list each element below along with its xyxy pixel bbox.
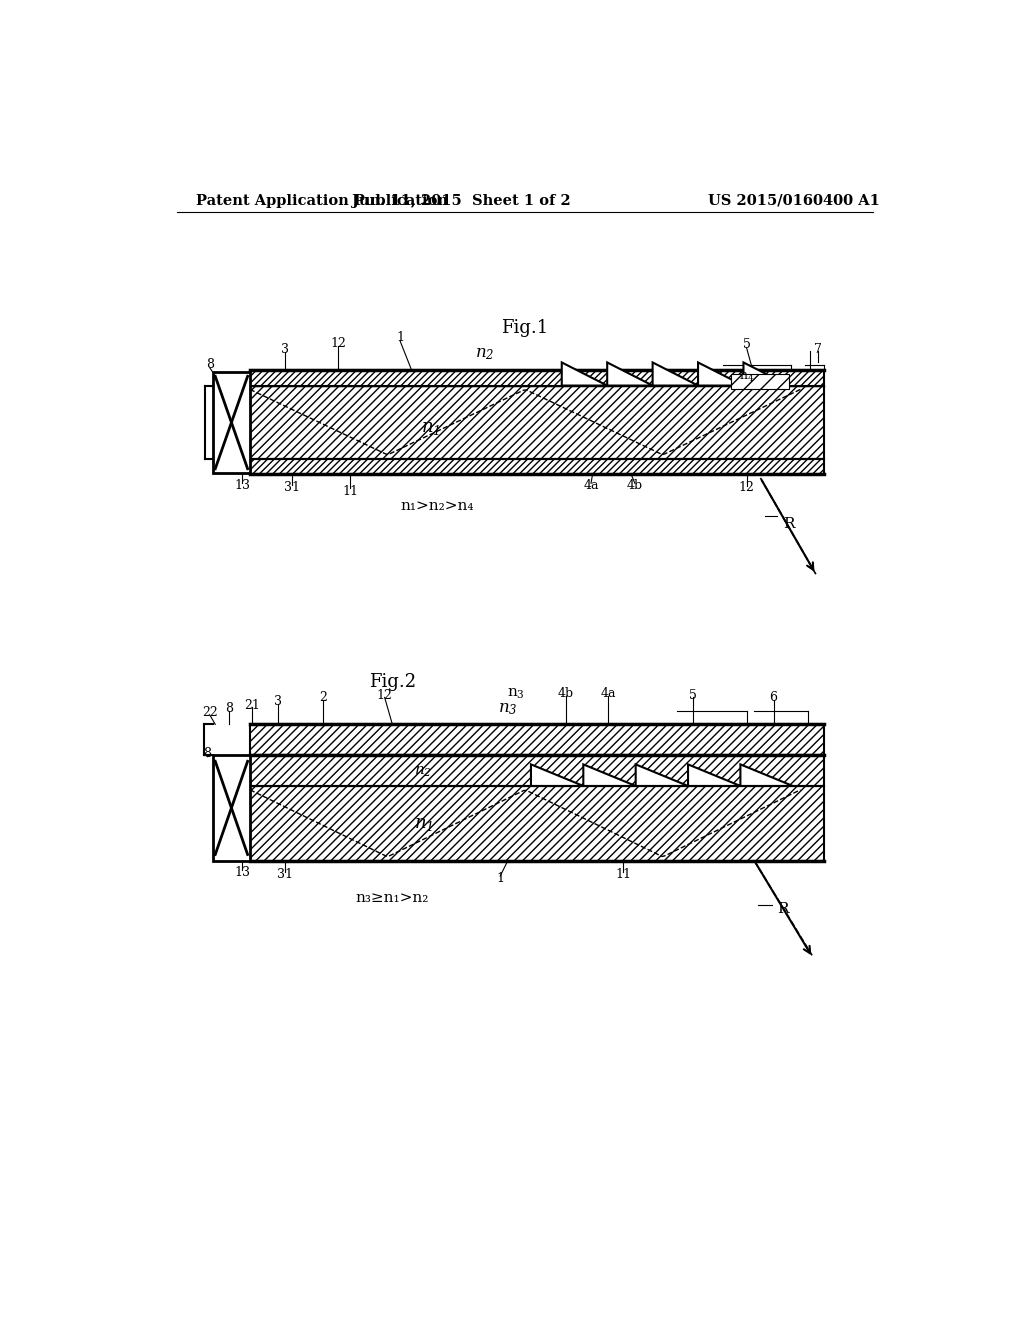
Text: 5: 5: [742, 338, 751, 351]
Text: $\mathregular{n_3}$: $\mathregular{n_3}$: [498, 701, 518, 718]
Polygon shape: [607, 363, 652, 385]
Text: Jun. 11, 2015  Sheet 1 of 2: Jun. 11, 2015 Sheet 1 of 2: [352, 194, 571, 207]
Text: 6: 6: [769, 690, 777, 704]
Text: 7: 7: [814, 343, 822, 356]
Text: 3: 3: [281, 343, 289, 356]
Text: 31: 31: [276, 869, 293, 880]
Text: 2: 2: [319, 690, 327, 704]
Polygon shape: [688, 764, 740, 785]
Text: 31: 31: [285, 482, 300, 495]
Bar: [250, 370, 823, 385]
Bar: [250, 755, 823, 785]
Text: Patent Application Publication: Patent Application Publication: [196, 194, 449, 207]
Text: 8: 8: [225, 702, 233, 715]
Polygon shape: [531, 764, 584, 785]
Polygon shape: [698, 363, 743, 385]
Text: $\mathregular{n_3}$: $\mathregular{n_3}$: [507, 686, 524, 701]
Text: $\mathregular{n_1}$: $\mathregular{n_1}$: [421, 418, 440, 437]
Text: 1: 1: [396, 331, 404, 345]
Text: 11: 11: [615, 869, 632, 880]
Text: 4a: 4a: [600, 686, 615, 700]
Text: 12: 12: [738, 482, 755, 495]
Bar: [250, 785, 823, 861]
Text: n₁>n₂>n₄: n₁>n₂>n₄: [400, 499, 474, 513]
Text: $\mathregular{n_1}$: $\mathregular{n_1}$: [414, 816, 433, 833]
Text: 13: 13: [234, 479, 250, 492]
Bar: [250, 725, 823, 755]
Text: 4b: 4b: [557, 686, 573, 700]
Text: 4b: 4b: [627, 479, 643, 492]
Polygon shape: [740, 764, 793, 785]
Text: 12: 12: [331, 337, 346, 350]
Text: 21: 21: [245, 698, 260, 711]
Polygon shape: [562, 363, 607, 385]
Bar: [213, 372, 250, 473]
Text: 22: 22: [202, 706, 218, 719]
Polygon shape: [636, 764, 688, 785]
Text: 1: 1: [497, 871, 504, 884]
Bar: [250, 385, 823, 459]
Text: $\mathregular{n_2}$: $\mathregular{n_2}$: [414, 764, 432, 779]
Polygon shape: [584, 764, 636, 785]
Bar: [731, 374, 788, 389]
Text: 8: 8: [206, 358, 214, 371]
Text: Fig.1: Fig.1: [501, 319, 549, 337]
Polygon shape: [652, 363, 698, 385]
Text: 4a: 4a: [584, 479, 599, 492]
Bar: [213, 755, 250, 861]
Text: Fig.2: Fig.2: [369, 673, 416, 690]
Text: 11: 11: [342, 484, 358, 498]
Text: 13: 13: [234, 866, 250, 879]
Text: 8: 8: [204, 747, 212, 760]
Text: R: R: [777, 902, 788, 916]
Text: $\mathregular{n_4}$: $\mathregular{n_4}$: [739, 371, 755, 384]
Polygon shape: [743, 363, 788, 385]
Text: R: R: [782, 517, 795, 531]
Text: $\mathregular{n_2}$: $\mathregular{n_2}$: [475, 345, 495, 362]
Text: 3: 3: [274, 694, 283, 708]
Text: n₃≥n₁>n₂: n₃≥n₁>n₂: [355, 891, 429, 904]
Text: 5: 5: [689, 689, 696, 702]
Text: 12: 12: [377, 689, 392, 702]
Text: US 2015/0160400 A1: US 2015/0160400 A1: [708, 194, 880, 207]
Bar: [250, 459, 823, 474]
